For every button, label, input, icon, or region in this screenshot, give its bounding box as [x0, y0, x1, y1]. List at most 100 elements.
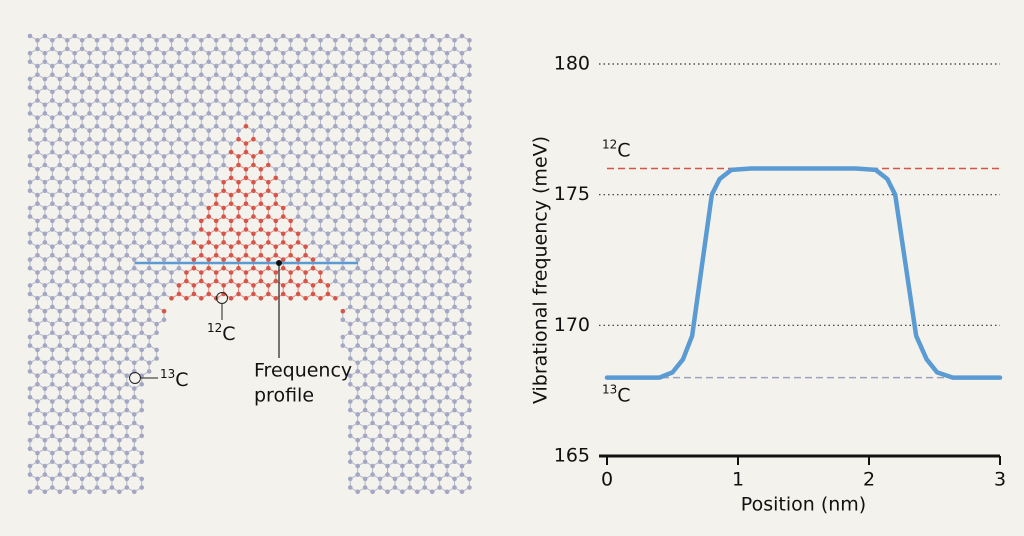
atom	[340, 334, 346, 340]
atom	[154, 63, 159, 69]
atom	[139, 330, 145, 336]
atom	[459, 283, 465, 288]
atom	[35, 304, 40, 310]
atom	[87, 179, 92, 185]
atom	[437, 356, 442, 361]
atom	[258, 149, 264, 155]
atom	[370, 446, 375, 452]
atom	[362, 149, 368, 155]
atom	[377, 450, 383, 456]
atom	[288, 175, 293, 181]
atom	[273, 149, 279, 155]
atom	[407, 253, 413, 258]
atom	[407, 321, 413, 327]
atom	[236, 76, 241, 82]
atom	[400, 257, 405, 262]
atom	[355, 291, 361, 297]
atom	[303, 38, 308, 43]
atom	[333, 278, 338, 284]
atom	[221, 240, 226, 245]
atom	[295, 76, 301, 82]
atom	[184, 192, 189, 198]
atom	[109, 373, 115, 379]
atom	[437, 321, 442, 327]
atom	[27, 50, 33, 56]
atom	[191, 240, 197, 245]
atom	[385, 128, 390, 133]
atom	[407, 270, 413, 275]
atom	[57, 188, 63, 194]
atom	[42, 154, 48, 159]
atom	[42, 265, 48, 271]
atom	[79, 321, 85, 327]
atom	[146, 136, 152, 142]
atom	[385, 162, 390, 168]
atom	[131, 308, 137, 314]
atom	[213, 244, 219, 249]
atom	[377, 485, 383, 490]
atom	[295, 205, 301, 211]
atom	[146, 59, 152, 65]
atom	[206, 283, 212, 288]
atom	[258, 141, 264, 146]
atom	[79, 124, 85, 129]
atom	[437, 253, 442, 258]
atom	[94, 450, 100, 456]
atom	[124, 98, 130, 103]
atom	[467, 321, 472, 327]
atom	[124, 407, 130, 413]
atom	[109, 201, 115, 206]
atom	[198, 296, 204, 301]
x-tick-label: 3	[994, 469, 1006, 491]
atom	[370, 162, 375, 168]
atom	[340, 50, 346, 56]
atom	[102, 50, 107, 56]
atom	[161, 231, 167, 237]
atom	[146, 291, 152, 297]
atom	[64, 450, 70, 456]
atom	[392, 46, 398, 52]
atom	[161, 265, 167, 271]
atom	[146, 162, 152, 168]
atom	[370, 463, 375, 469]
atom	[117, 386, 122, 391]
atom	[310, 154, 316, 159]
atom	[288, 38, 293, 43]
atom	[422, 425, 428, 430]
atom	[444, 369, 450, 374]
atom	[414, 76, 420, 82]
atom	[139, 347, 145, 353]
atom	[102, 437, 107, 443]
atom	[139, 141, 145, 146]
atom	[377, 330, 383, 336]
atom	[385, 154, 390, 159]
atom	[303, 72, 308, 77]
atom	[467, 356, 472, 361]
atom	[429, 334, 435, 340]
atom	[444, 111, 450, 116]
atom	[377, 399, 383, 404]
atom	[243, 218, 249, 224]
atom	[400, 179, 405, 185]
atom	[139, 485, 145, 490]
atom	[377, 227, 383, 232]
atom	[370, 265, 375, 271]
atom	[429, 102, 435, 108]
atom	[221, 231, 226, 237]
atom	[176, 231, 182, 237]
atom	[94, 98, 100, 103]
atom	[377, 304, 383, 310]
mass-number: 13	[602, 382, 617, 396]
atom	[407, 433, 413, 439]
atom	[266, 85, 271, 90]
atom	[236, 257, 241, 262]
atom	[400, 59, 405, 65]
atom	[35, 407, 40, 413]
atom	[429, 154, 435, 159]
atom	[422, 321, 428, 327]
atom	[146, 33, 152, 39]
atom	[139, 356, 145, 361]
atom	[57, 360, 63, 366]
atom	[198, 278, 204, 284]
atom	[392, 115, 398, 120]
